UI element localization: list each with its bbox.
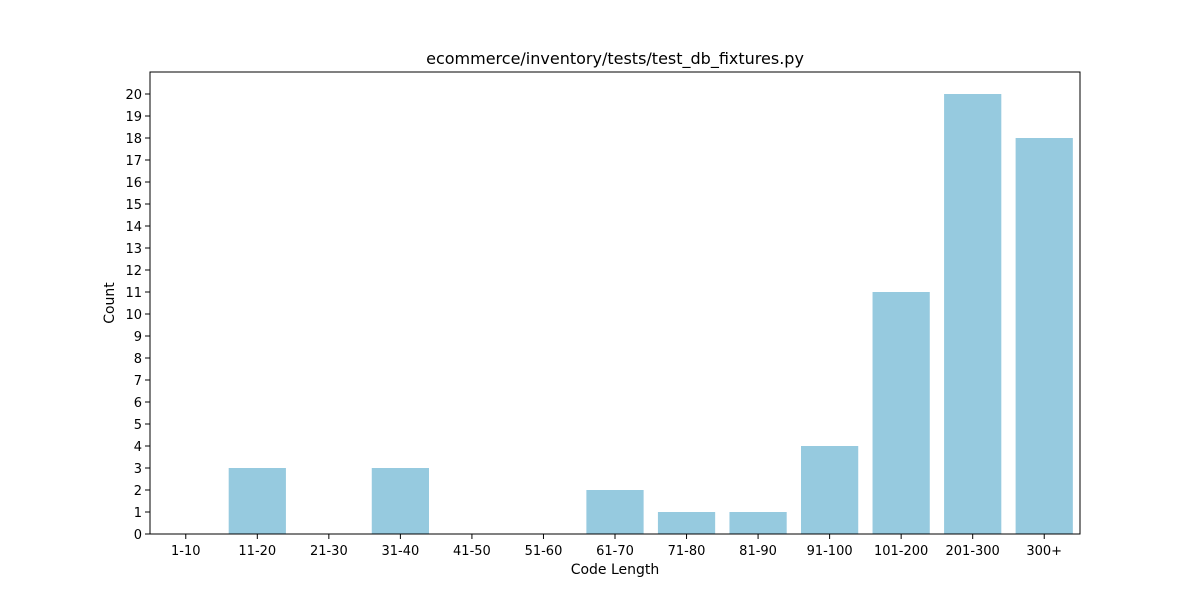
x-tick-label: 61-70 xyxy=(596,544,634,559)
bar-61-70 xyxy=(586,490,644,534)
y-tick-label: 3 xyxy=(134,462,142,477)
x-tick-label: 31-40 xyxy=(381,544,419,559)
bar-91-100 xyxy=(801,446,859,534)
y-tick-label: 2 xyxy=(134,484,142,499)
y-tick-label: 17 xyxy=(125,154,142,169)
bar-201-300 xyxy=(944,94,1002,534)
y-tick-label: 14 xyxy=(125,220,142,235)
y-tick-label: 8 xyxy=(134,352,142,367)
x-tick-label: 91-100 xyxy=(807,544,853,559)
y-tick-label: 19 xyxy=(125,110,142,125)
y-tick-label: 5 xyxy=(134,418,142,433)
y-axis-label: Count xyxy=(102,282,118,324)
chart-title: ecommerce/inventory/tests/test_db_fixtur… xyxy=(426,49,804,69)
bar-31-40 xyxy=(371,468,429,534)
bar-300+ xyxy=(1015,138,1073,534)
y-tick-label: 7 xyxy=(134,374,142,389)
plot-frame xyxy=(149,71,1081,535)
x-tick-label: 51-60 xyxy=(525,544,563,559)
x-tick-label: 11-20 xyxy=(238,544,276,559)
x-axis: 1-10 11-20 21-30 31-40 41-50 51-60 61-70 71-80 8… xyxy=(171,534,1062,559)
y-tick-label: 0 xyxy=(134,528,142,543)
bars-group xyxy=(228,94,1073,534)
bar-11-20 xyxy=(228,468,286,534)
x-tick-label: 81-90 xyxy=(739,544,777,559)
x-tick-label: 201-300 xyxy=(946,544,1000,559)
x-axis-label: Code Length xyxy=(571,562,660,578)
y-tick-label: 13 xyxy=(125,242,142,257)
x-tick-label: 41-50 xyxy=(453,544,491,559)
y-tick-label: 6 xyxy=(134,396,142,411)
y-tick-label: 16 xyxy=(125,176,142,191)
y-tick-label: 15 xyxy=(125,198,142,213)
x-tick-label: 71-80 xyxy=(668,544,706,559)
bar-71-80 xyxy=(657,512,716,534)
y-tick-label: 4 xyxy=(134,440,142,455)
bar-101-200 xyxy=(872,292,930,534)
y-tick-label: 10 xyxy=(125,308,142,323)
x-tick-label: 21-30 xyxy=(310,544,348,559)
y-tick-label: 20 xyxy=(125,88,142,103)
x-tick-label: 300+ xyxy=(1026,544,1062,559)
y-tick-label: 18 xyxy=(125,132,142,147)
y-tick-label: 12 xyxy=(125,264,142,279)
y-tick-label: 1 xyxy=(134,506,142,521)
y-tick-label: 9 xyxy=(134,330,142,345)
x-tick-label: 1-10 xyxy=(171,544,201,559)
bar-81-90 xyxy=(729,512,787,534)
y-tick-label: 11 xyxy=(125,286,142,301)
x-tick-label: 101-200 xyxy=(874,544,928,559)
